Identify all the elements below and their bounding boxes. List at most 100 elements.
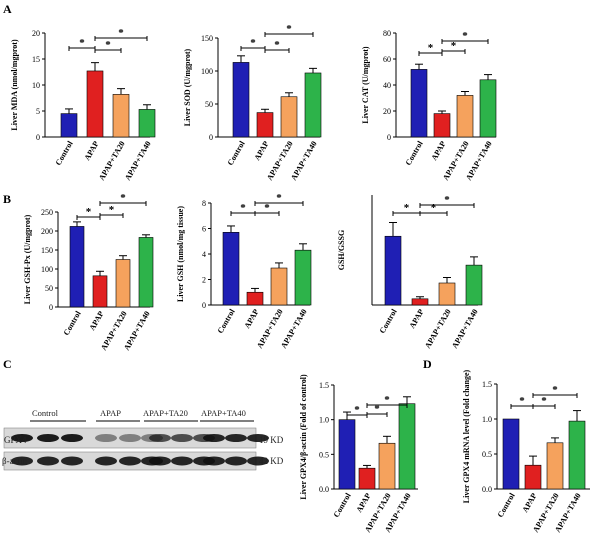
sod-ytick-label-3: 150 (201, 34, 213, 43)
blot-row-actin: β-actin (2, 456, 28, 466)
gsh-sig-star-2: * (276, 192, 282, 204)
mda-bar-0 (60, 113, 78, 138)
sod-ylabel: Liver SOD (U/mgprot) (183, 48, 192, 126)
sod-sig-star-0: * (250, 37, 256, 49)
gpx4p-xtick-label-1: APAP (355, 491, 373, 514)
cat-ytick-label-3: 60 (383, 55, 391, 64)
sod-xtick-label-1: APAP (253, 139, 271, 162)
mda-ytick-label-1: 5 (36, 107, 40, 116)
actin-band-4 (119, 456, 141, 466)
gshpx-xtick-label-1: APAP (88, 309, 106, 332)
gsh-bar-1 (246, 291, 264, 306)
mda-xtick-label-1: APAP (83, 139, 101, 162)
blot-row-gpx4: GPX4 (4, 435, 27, 445)
cat-sig-star-1: * (451, 40, 457, 52)
gsh-ytick-label-1: 2 (202, 276, 206, 285)
gsh-ylabel: Liver GSH (nmol/mg tissue) (176, 206, 185, 302)
cat-ytick-label-4: 80 (383, 29, 391, 38)
gpx4p-bar-2 (378, 442, 396, 490)
gpx4p-sig-star-0: * (354, 404, 360, 416)
gshpx-ytick-label-0: 0 (49, 303, 53, 312)
actin-band-10 (225, 456, 247, 466)
gpx4m-ytick-label-2: 1.0 (482, 415, 492, 424)
gshpx-ylabel: Liver GSH-Px (U/mgprot) (23, 214, 32, 304)
actin-band-7 (171, 456, 193, 466)
gpx4p-bar-1 (358, 467, 376, 490)
gpx4p-sig-star-2: * (384, 394, 390, 406)
sod-bar-1 (256, 112, 274, 138)
sod-ytick-label-2: 100 (201, 67, 213, 76)
mda-ytick-label-4: 20 (32, 29, 40, 38)
blot-kd-actin: 42 KD (259, 456, 284, 466)
gshpx-xtick-label-0: Control (62, 309, 83, 337)
mda-bar-1 (86, 70, 104, 138)
cat-sig-star-2: * (462, 30, 468, 42)
gshpx-bar-1 (92, 275, 108, 308)
mda-xtick-label-0: Control (54, 139, 75, 167)
gsh-sig-star-1: * (264, 202, 270, 214)
actin-band-3 (95, 456, 117, 466)
gpx4-band-9 (203, 434, 225, 442)
sod-sig-star-1: * (274, 39, 280, 51)
gpx4p-ytick-label-0: 0.0 (319, 485, 329, 494)
gpx4-band-3 (95, 434, 117, 442)
gshpx-ytick-label-4: 200 (41, 227, 53, 236)
lane-label-apap-ta20: APAP+TA20 (143, 408, 188, 418)
gpx4-band-11 (247, 434, 269, 442)
gpx4m-xtick-label-0: Control (496, 491, 517, 519)
gpx4-band-2 (61, 434, 83, 442)
gssg-xtick-label-3: APAP+TA40 (450, 308, 480, 350)
gpx4m-xtick-label-1: APAP (521, 491, 539, 514)
gpx4m-bar-2 (546, 442, 564, 490)
sod-ytick-label-1: 50 (205, 100, 213, 109)
mda-sig-star-1: * (105, 39, 111, 51)
gssg-sig-star-2: * (444, 194, 450, 206)
cat-bar-3 (479, 79, 497, 138)
mda-ytick-label-2: 10 (32, 81, 40, 90)
actin-band-9 (203, 456, 225, 466)
gsh-xtick-label-0: Control (216, 307, 237, 335)
gpx4m-bar-3 (568, 420, 586, 490)
gssg-sig-star-1: * (431, 202, 437, 214)
gsh-ytick-label-4: 8 (202, 199, 206, 208)
mda-ylabel: Liver MDA (nmol/mgprot) (10, 39, 19, 131)
lane-label-apap: APAP (100, 408, 121, 418)
mda-xtick-label-3: APAP+TA40 (123, 140, 153, 182)
sod-bar-2 (280, 96, 298, 138)
cat-bar-1 (433, 113, 451, 138)
mda-sig-star-2: * (118, 27, 124, 39)
mda-bar-2 (112, 94, 130, 138)
gpx4m-sig-star-1: * (541, 395, 547, 407)
gpx4m-bar-1 (524, 464, 542, 490)
gpx4m-ylabel: Liver GPX4 mRNA level (Fold change) (462, 369, 471, 503)
gpx4p-bar-0 (338, 419, 356, 490)
gssg-sig-star-0: * (404, 202, 410, 214)
cat-ytick-label-0: 0 (387, 133, 391, 142)
mda-sig-star-0: * (79, 37, 85, 49)
actin-band-2 (61, 456, 83, 466)
gssg-bar-0 (384, 235, 402, 306)
gsh-ytick-label-3: 6 (202, 225, 206, 234)
mda-xtick-label-2: APAP+TA20 (97, 140, 127, 182)
gpx4m-sig-star-2: * (552, 384, 558, 396)
gsh-bar-2 (270, 267, 288, 306)
cat-bar-0 (410, 69, 428, 138)
gpx4p-bar-3 (398, 403, 416, 490)
gsh-ytick-label-0: 0 (202, 301, 206, 310)
mda-ytick-label-0: 0 (36, 133, 40, 142)
lane-label-apap-ta40: APAP+TA40 (201, 408, 246, 418)
gpx4m-bar-0 (502, 418, 520, 490)
gsh-xtick-label-1: APAP (243, 307, 261, 330)
gssg-bar-3 (465, 264, 483, 306)
gshpx-bar-0 (69, 226, 85, 308)
mda-ytick-label-3: 15 (32, 55, 40, 64)
gpx4-band-0 (11, 434, 33, 442)
panel-letter-a: A (3, 2, 12, 16)
gsh-ytick-label-2: 4 (202, 250, 206, 259)
gssg-ylabel: GSH/GSSG (337, 230, 346, 270)
panel-letter-c: C (3, 357, 12, 371)
gssg-xtick-label-0: Control (378, 307, 399, 335)
gssg-xtick-label-2: APAP+TA20 (423, 308, 453, 350)
gshpx-bar-3 (138, 237, 154, 308)
